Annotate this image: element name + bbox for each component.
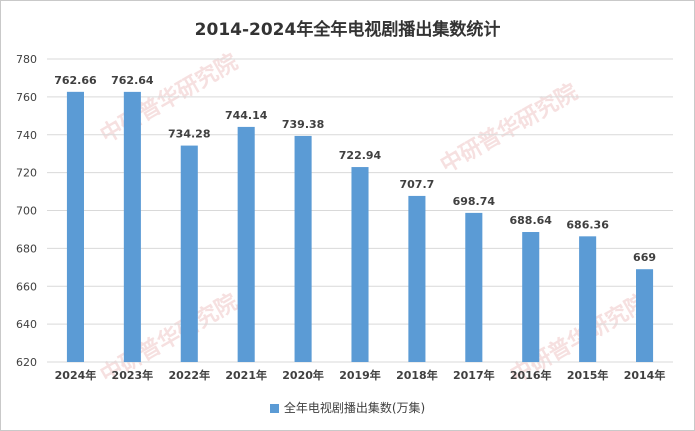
x-tick-label: 2019年 xyxy=(339,368,381,382)
y-tick-label: 740 xyxy=(16,129,37,142)
x-tick-label: 2022年 xyxy=(168,368,210,382)
bar xyxy=(351,167,369,362)
x-tick-label: 2023年 xyxy=(112,368,154,382)
y-tick-label: 760 xyxy=(16,91,37,104)
x-tick-label: 2014年 xyxy=(624,368,666,382)
y-tick-label: 680 xyxy=(16,242,37,255)
y-tick-label: 780 xyxy=(16,53,37,66)
bar xyxy=(408,195,426,362)
bar xyxy=(294,135,312,362)
bar xyxy=(636,269,654,362)
y-tick-label: 640 xyxy=(16,318,37,331)
legend-label: 全年电视剧播出集数(万集) xyxy=(283,401,426,415)
bar xyxy=(237,126,255,362)
y-tick-label: 660 xyxy=(16,280,37,293)
x-tick-label: 2018年 xyxy=(396,368,438,382)
bar xyxy=(66,91,84,363)
data-label: 762.66 xyxy=(54,74,97,87)
data-label: 734.28 xyxy=(168,128,210,141)
data-label: 688.64 xyxy=(510,214,553,227)
legend-swatch xyxy=(269,404,279,413)
x-tick-label: 2015年 xyxy=(567,368,609,382)
data-label: 698.74 xyxy=(453,195,496,208)
y-tick-label: 620 xyxy=(16,356,37,369)
x-tick-label: 2024年 xyxy=(55,368,97,382)
x-tick-label: 2016年 xyxy=(510,368,552,382)
data-label: 722.94 xyxy=(339,149,382,162)
bar xyxy=(522,232,540,362)
data-label: 707.7 xyxy=(400,178,435,191)
bar xyxy=(123,91,141,363)
x-tick-label: 2017年 xyxy=(453,368,495,382)
y-tick-label: 700 xyxy=(16,205,37,218)
data-label: 686.36 xyxy=(566,218,609,231)
data-label: 739.38 xyxy=(282,118,324,131)
data-label: 669 xyxy=(633,251,656,264)
bar xyxy=(465,212,483,362)
x-tick-label: 2020年 xyxy=(282,368,324,382)
x-tick-label: 2021年 xyxy=(225,368,267,382)
y-tick-label: 720 xyxy=(16,167,37,180)
legend: 全年电视剧播出集数(万集) xyxy=(1,399,694,416)
data-label: 762.64 xyxy=(111,74,154,87)
chart-title: 2014-2024年全年电视剧播出集数统计 xyxy=(194,20,501,40)
data-label: 744.14 xyxy=(225,109,268,122)
bar xyxy=(180,145,198,362)
bar xyxy=(579,236,597,362)
